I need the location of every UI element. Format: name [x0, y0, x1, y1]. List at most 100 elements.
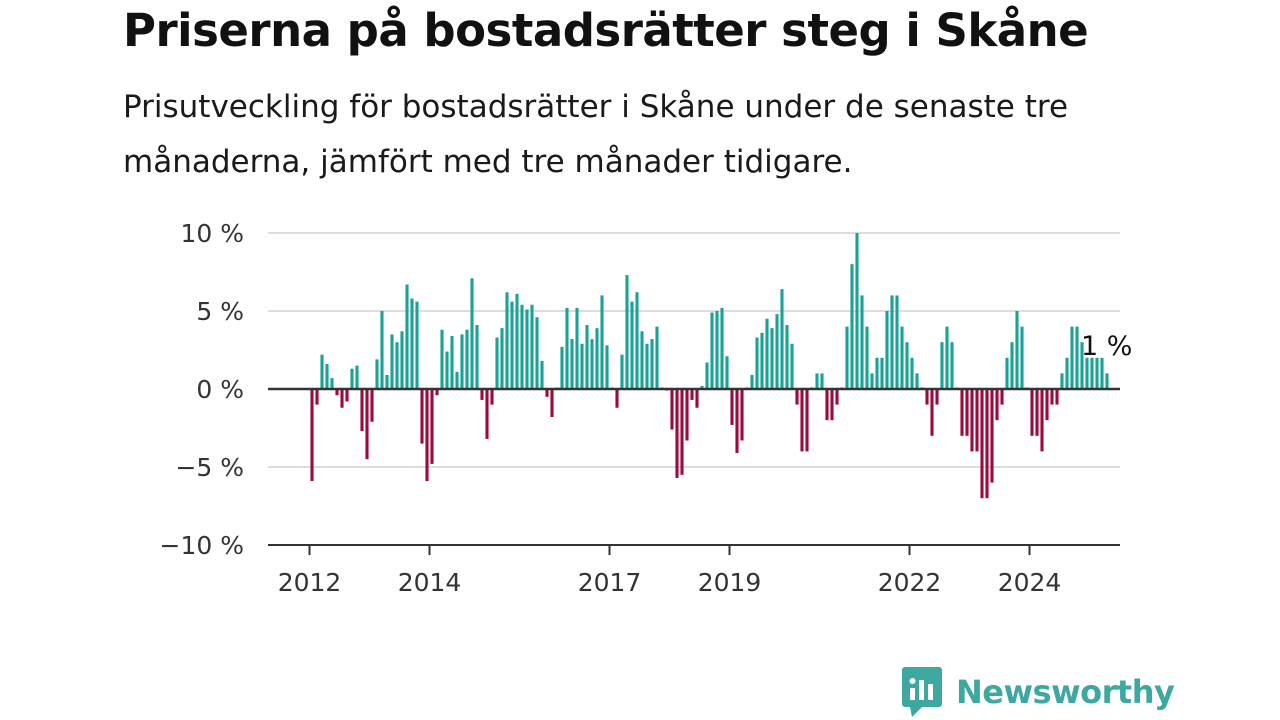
bar	[685, 389, 689, 441]
bar	[880, 357, 884, 389]
bar	[1080, 342, 1084, 389]
bar	[645, 343, 649, 389]
bar	[465, 329, 469, 389]
bar	[1020, 326, 1024, 389]
bar	[995, 389, 999, 421]
bar	[340, 389, 344, 408]
bar	[885, 311, 889, 389]
bar	[725, 356, 729, 389]
bar	[355, 365, 359, 389]
bar	[440, 329, 444, 389]
bar	[1005, 357, 1009, 389]
bar	[1095, 357, 1099, 389]
bar	[560, 346, 564, 389]
bar	[510, 301, 514, 389]
bar	[855, 233, 859, 389]
bar	[695, 389, 699, 408]
bar	[720, 307, 724, 389]
bar	[420, 389, 424, 444]
bar	[335, 389, 339, 396]
bar	[1010, 342, 1014, 389]
y-tick-label: 5 %	[196, 297, 244, 326]
bar	[675, 389, 679, 478]
bar	[585, 325, 589, 389]
bar	[770, 328, 774, 389]
bar	[965, 389, 969, 436]
bar	[980, 389, 984, 499]
bar	[1085, 357, 1089, 389]
bar	[600, 295, 604, 389]
bar	[945, 326, 949, 389]
bar	[545, 389, 549, 397]
bar	[835, 389, 839, 405]
bar	[525, 309, 529, 389]
bar	[730, 389, 734, 425]
bar	[530, 304, 534, 389]
bar	[350, 368, 354, 389]
bar	[790, 343, 794, 389]
bar	[985, 389, 989, 499]
bar	[1075, 326, 1079, 389]
bar	[925, 389, 929, 405]
bar	[710, 312, 714, 389]
axes	[268, 387, 1120, 555]
bar	[765, 318, 769, 389]
bar	[700, 385, 704, 389]
bar	[760, 332, 764, 389]
bar	[875, 357, 879, 389]
bar	[655, 326, 659, 389]
bar	[940, 342, 944, 389]
bar	[1070, 326, 1074, 389]
grid-lines	[268, 232, 1120, 468]
bar	[430, 389, 434, 464]
bar	[460, 334, 464, 389]
bar	[520, 304, 524, 389]
bar	[540, 360, 544, 389]
bar	[800, 389, 804, 452]
bar	[860, 295, 864, 389]
bar	[495, 337, 499, 389]
bar	[505, 292, 509, 389]
bar	[900, 326, 904, 389]
bar	[315, 389, 319, 405]
bar	[830, 389, 834, 421]
bar	[850, 264, 854, 389]
bar	[475, 325, 479, 389]
bar	[895, 295, 899, 389]
bar	[590, 339, 594, 389]
bar	[500, 328, 504, 389]
bar	[620, 354, 624, 389]
y-tick-label: 10 %	[180, 219, 244, 248]
bar	[990, 389, 994, 483]
bar	[425, 389, 429, 482]
bar	[975, 389, 979, 452]
newsworthy-logo-icon	[902, 667, 942, 717]
bar	[1045, 389, 1049, 421]
bar	[550, 389, 554, 418]
brand[interactable]: Newsworthy	[902, 667, 1175, 717]
bar	[575, 307, 579, 389]
bar	[1055, 389, 1059, 405]
bar	[1090, 357, 1094, 389]
bar	[370, 389, 374, 422]
bar	[480, 389, 484, 400]
chart-title: Priserna på bostadsrätter steg i Skåne	[123, 4, 1089, 57]
bar	[485, 389, 489, 439]
bar	[450, 335, 454, 389]
bar	[735, 389, 739, 453]
bar	[755, 337, 759, 389]
bar	[605, 345, 609, 389]
bar	[1050, 389, 1054, 405]
bar	[405, 284, 409, 389]
bar	[565, 307, 569, 389]
bar	[625, 275, 629, 389]
bar	[1040, 389, 1044, 452]
bar	[1060, 373, 1064, 389]
bar	[390, 334, 394, 389]
bar	[320, 354, 324, 389]
bar	[915, 373, 919, 389]
bar	[930, 389, 934, 436]
bar	[490, 389, 494, 405]
bar	[455, 371, 459, 389]
bar	[395, 342, 399, 389]
